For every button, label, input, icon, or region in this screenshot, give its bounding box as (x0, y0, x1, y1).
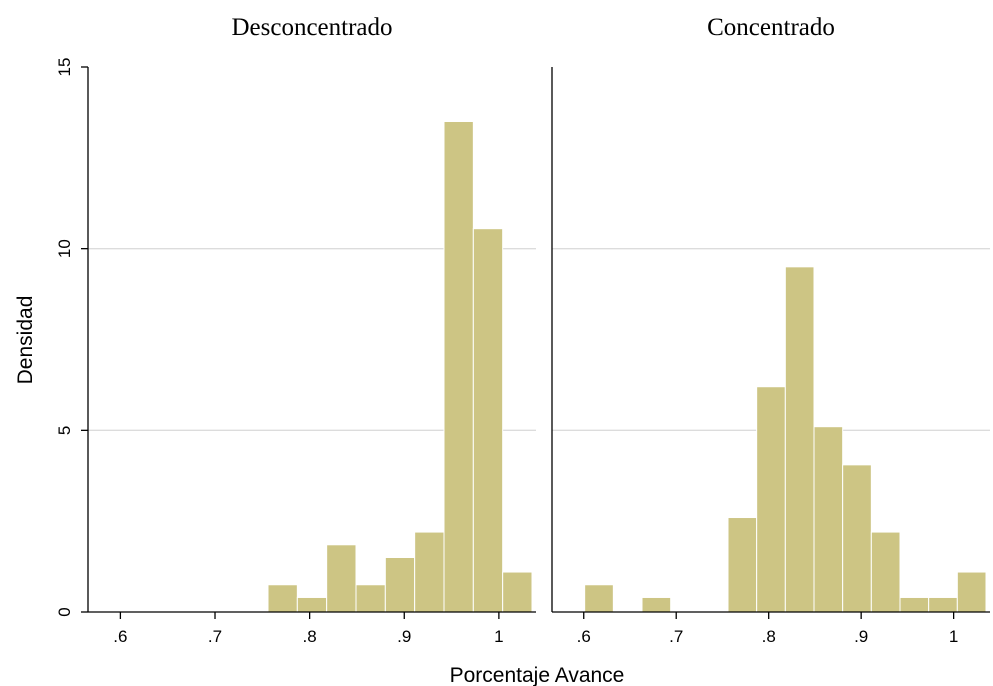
histogram-bar (414, 531, 445, 613)
panel-2: .6 .7 .8 .9 1 Concentrado (551, 14, 990, 646)
histogram-bar (756, 386, 786, 613)
histogram-bar (813, 426, 844, 613)
histogram-bar (784, 266, 815, 613)
histogram-bar (899, 596, 930, 613)
x-axis-title: Porcentaje Avance (450, 664, 625, 686)
x-tick-label: .7 (669, 627, 683, 646)
histogram-bar (296, 596, 328, 613)
histogram-bar (443, 121, 474, 613)
panel-title: Concentrado (707, 14, 835, 41)
histogram-bar (842, 464, 872, 613)
x-tick-label: .8 (303, 627, 317, 646)
x-tick-label: 1 (494, 627, 503, 646)
histogram-bar (928, 596, 958, 613)
histogram-bar (267, 584, 298, 613)
y-tick-label: 10 (55, 239, 74, 258)
histogram-bar (727, 517, 758, 613)
panel-title: Desconcentrado (231, 14, 392, 41)
x-tick-label: .9 (397, 627, 411, 646)
y-axis-title: Densidad (14, 296, 37, 385)
x-tick-label: .6 (113, 627, 127, 646)
histogram-bar (384, 557, 416, 613)
histogram-bar (641, 596, 672, 613)
histogram-bar (472, 228, 504, 613)
histogram-bar (326, 544, 357, 613)
y-tick-label: 0 (55, 607, 74, 616)
y-tick-label: 5 (55, 426, 74, 435)
x-tick-label: 1 (949, 627, 958, 646)
histogram-bar (870, 531, 901, 613)
histogram-bar (355, 584, 386, 613)
histogram-bar (502, 571, 533, 613)
y-tick-label: 15 (55, 58, 74, 77)
histogram-bar (584, 584, 614, 613)
histogram-bar (956, 571, 987, 613)
x-tick-label: .7 (208, 627, 222, 646)
x-tick-label: .6 (577, 627, 591, 646)
x-tick-label: .8 (762, 627, 776, 646)
x-tick-label: .9 (854, 627, 868, 646)
